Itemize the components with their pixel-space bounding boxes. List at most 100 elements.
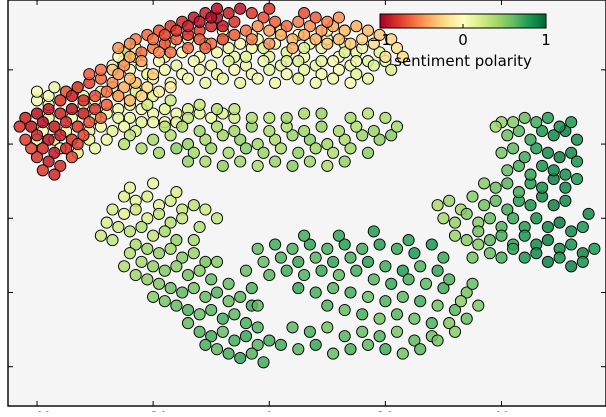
- data-point: [205, 273, 218, 286]
- data-point: [193, 98, 206, 111]
- colorbar-tick-label: −1: [369, 31, 391, 49]
- data-point: [565, 146, 578, 159]
- data-point: [147, 229, 160, 242]
- data-point: [460, 207, 473, 220]
- data-point: [181, 317, 195, 330]
- data-point: [210, 103, 224, 116]
- data-point: [170, 260, 183, 273]
- data-point: [379, 111, 392, 124]
- data-point: [239, 50, 253, 63]
- data-point: [158, 264, 171, 277]
- data-point: [48, 146, 61, 159]
- data-point: [524, 199, 537, 212]
- data-point: [239, 24, 253, 37]
- data-point: [205, 330, 218, 343]
- data-point: [350, 68, 363, 81]
- data-point: [176, 212, 189, 225]
- data-point: [83, 68, 96, 81]
- data-point: [414, 343, 427, 356]
- data-point: [582, 207, 595, 220]
- data-point: [257, 356, 270, 369]
- data-point: [147, 116, 160, 129]
- data-point: [541, 255, 554, 268]
- data-point: [298, 41, 311, 55]
- data-point: [379, 50, 392, 63]
- data-point: [576, 220, 589, 234]
- data-point: [239, 142, 253, 155]
- data-point: [303, 155, 316, 168]
- data-point: [263, 24, 276, 37]
- data-point: [205, 303, 218, 317]
- data-point: [332, 63, 345, 76]
- data-point: [129, 268, 142, 282]
- data-point: [158, 28, 171, 41]
- data-point: [100, 98, 113, 111]
- data-point: [234, 290, 247, 303]
- data-point: [559, 168, 572, 181]
- data-point: [361, 255, 375, 268]
- data-point: [141, 212, 154, 225]
- data-point: [141, 190, 154, 203]
- data-point: [210, 120, 224, 133]
- data-point: [118, 81, 131, 94]
- data-point: [181, 303, 195, 317]
- data-point: [327, 282, 340, 295]
- data-point: [19, 111, 32, 124]
- data-point: [344, 343, 357, 356]
- data-point: [123, 50, 136, 63]
- data-point: [42, 89, 55, 103]
- data-point: [286, 41, 299, 55]
- data-point: [466, 251, 479, 264]
- data-point: [379, 343, 392, 356]
- data-point: [30, 85, 44, 98]
- data-point: [274, 251, 287, 264]
- colorbar-label: sentiment polarity: [394, 52, 532, 70]
- data-point: [588, 242, 601, 255]
- data-point: [309, 76, 322, 89]
- data-point: [367, 59, 380, 72]
- data-point: [298, 229, 311, 242]
- data-point: [448, 325, 462, 338]
- data-point: [373, 133, 386, 146]
- data-point: [257, 255, 270, 268]
- data-point: [193, 33, 206, 46]
- data-point: [234, 351, 247, 365]
- data-point: [344, 286, 357, 299]
- data-point: [112, 68, 125, 81]
- data-point: [367, 124, 380, 138]
- data-point: [361, 146, 375, 159]
- data-point: [408, 312, 421, 325]
- data-point: [181, 268, 195, 282]
- data-point: [390, 41, 404, 55]
- data-point: [309, 142, 322, 155]
- data-point: [77, 129, 90, 142]
- data-point: [321, 321, 334, 334]
- data-point: [263, 2, 276, 15]
- data-point: [193, 264, 206, 277]
- data-point: [176, 251, 189, 264]
- data-point: [193, 220, 206, 234]
- data-point: [222, 277, 235, 290]
- data-point: [164, 46, 177, 59]
- data-point: [42, 103, 55, 116]
- data-point: [541, 111, 554, 124]
- data-point: [507, 212, 520, 225]
- data-point: [530, 247, 543, 260]
- data-point: [65, 151, 78, 164]
- data-point: [530, 142, 543, 155]
- data-point: [321, 37, 334, 50]
- data-point: [245, 111, 258, 124]
- data-point: [396, 290, 409, 303]
- data-point: [536, 124, 549, 138]
- data-point: [187, 199, 200, 212]
- data-point: [315, 55, 328, 68]
- data-point: [286, 159, 299, 172]
- data-point: [553, 120, 566, 133]
- data-point: [356, 325, 369, 338]
- data-point: [448, 303, 462, 317]
- data-point: [251, 338, 264, 351]
- data-point: [454, 295, 467, 308]
- data-point: [379, 295, 392, 308]
- data-point: [19, 133, 32, 146]
- data-point: [408, 334, 421, 347]
